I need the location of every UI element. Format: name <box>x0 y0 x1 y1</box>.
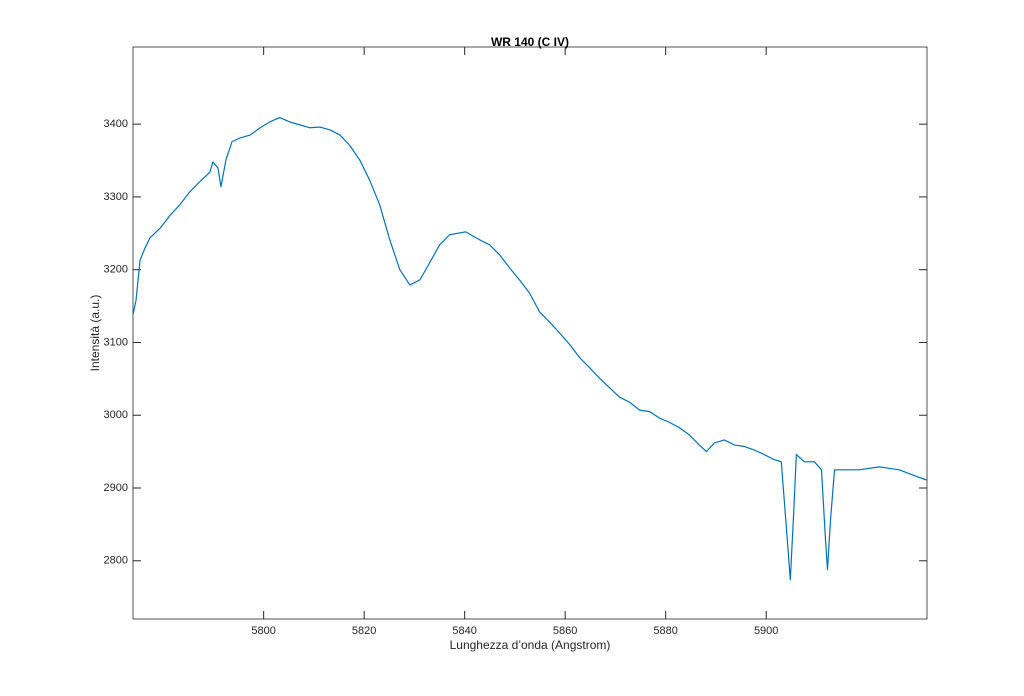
x-tick-label: 5840 <box>452 625 476 637</box>
y-tick-label: 2800 <box>104 555 128 567</box>
y-tick-label: 2900 <box>104 482 128 494</box>
x-tick-label: 5800 <box>251 625 275 637</box>
y-axis-label: Intensità (a.u.) <box>88 295 102 372</box>
spectrum-line <box>132 116 927 581</box>
y-tick-label: 3100 <box>104 336 128 348</box>
y-tick-label: 3000 <box>104 409 128 421</box>
x-tick-label: 5860 <box>553 625 577 637</box>
y-tick-label: 3200 <box>104 264 128 276</box>
y-tick-label: 3300 <box>104 191 128 203</box>
x-tick-label: 5820 <box>352 625 376 637</box>
x-tick-label: 5880 <box>653 625 677 637</box>
x-axis-label: Lunghezza d’onda (Angstrom) <box>450 638 611 652</box>
x-tick-label: 5900 <box>754 625 778 637</box>
y-tick-label: 3400 <box>104 118 128 130</box>
chart-title: WR 140 (C IV) <box>491 35 569 49</box>
plot-box <box>132 46 928 620</box>
